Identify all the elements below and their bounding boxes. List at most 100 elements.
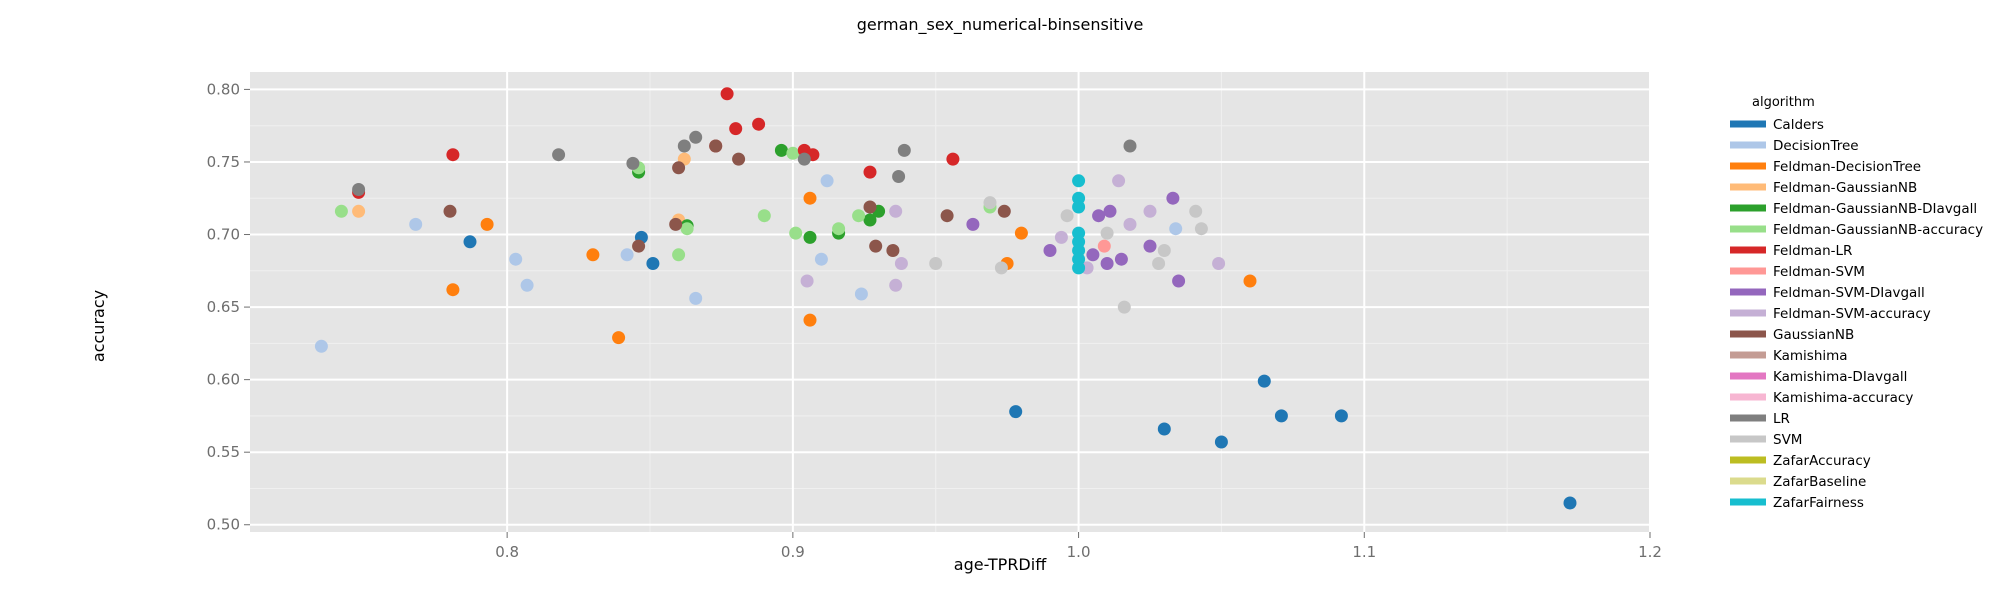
data-point xyxy=(352,204,366,218)
legend-swatch xyxy=(1730,372,1766,380)
y-tick-label: 0.60 xyxy=(207,371,240,389)
legend-label: ZafarBaseline xyxy=(1773,474,1866,490)
data-point xyxy=(1166,191,1180,205)
data-point xyxy=(897,143,911,157)
legend-label: Feldman-SVM-DIavgall xyxy=(1773,285,1925,301)
data-point xyxy=(1072,200,1086,214)
legend-label: Feldman-GaussianNB-accuracy xyxy=(1773,222,1983,238)
legend-swatch xyxy=(1730,225,1766,233)
data-points xyxy=(314,87,1577,510)
legend-label: Feldman-GaussianNB xyxy=(1773,180,1917,196)
legend-label: Feldman-GaussianNB-DIavgall xyxy=(1773,201,1977,217)
legend-label: Feldman-SVM-accuracy xyxy=(1773,306,1931,322)
data-point xyxy=(1212,257,1226,270)
data-point xyxy=(800,274,814,288)
data-point xyxy=(983,196,997,210)
data-point xyxy=(626,156,640,170)
legend-label: Feldman-LR xyxy=(1773,243,1852,259)
y-tick-label: 0.75 xyxy=(207,153,240,171)
data-point xyxy=(314,339,328,353)
legend-swatch xyxy=(1730,120,1766,128)
data-point xyxy=(1072,174,1086,188)
data-point xyxy=(632,239,646,253)
data-point xyxy=(1100,226,1114,240)
data-point xyxy=(820,174,834,188)
data-point xyxy=(863,213,877,227)
data-point xyxy=(612,331,626,345)
data-point xyxy=(446,283,460,297)
data-point xyxy=(892,170,906,183)
data-point xyxy=(1117,300,1131,314)
data-point xyxy=(669,217,683,231)
data-point xyxy=(797,152,811,166)
legend-label: ZafarAccuracy xyxy=(1773,453,1871,469)
x-tick-label: 1.2 xyxy=(1638,543,1662,561)
data-point xyxy=(720,87,734,101)
data-point xyxy=(789,226,803,240)
data-point xyxy=(929,257,943,270)
data-point xyxy=(672,161,686,175)
data-point xyxy=(869,239,883,253)
data-point xyxy=(1152,257,1166,270)
data-point xyxy=(1086,248,1100,262)
x-tick-label: 0.8 xyxy=(495,543,519,561)
legend-label: SVM xyxy=(1773,432,1802,448)
legend-swatch xyxy=(1730,183,1766,191)
data-point xyxy=(672,248,686,262)
data-point xyxy=(1043,244,1057,257)
axis-ticks: 0.8 0.9 1.0 1.1 1.2 0.50 0.55 0.60 0.65 0.70 0.75 0… xyxy=(207,80,1662,561)
x-tick-label: 1.1 xyxy=(1352,543,1376,561)
data-point xyxy=(729,122,743,136)
data-point xyxy=(1143,204,1157,218)
legend-swatch xyxy=(1730,141,1766,149)
data-point xyxy=(732,152,746,166)
data-point xyxy=(1100,257,1114,270)
data-point xyxy=(886,244,900,257)
data-point xyxy=(1257,374,1271,388)
data-point xyxy=(1143,239,1157,253)
legend-swatch xyxy=(1730,351,1766,359)
legend-swatch xyxy=(1730,498,1766,506)
legend-label: Kamishima-DIavgall xyxy=(1773,369,1907,385)
data-point xyxy=(774,143,788,157)
legend-title: algorithm xyxy=(1752,95,1815,110)
data-point xyxy=(889,204,903,218)
legend-swatch xyxy=(1730,246,1766,254)
legend-swatch xyxy=(1730,414,1766,422)
data-point xyxy=(1097,239,1111,253)
data-point xyxy=(680,222,694,236)
data-point xyxy=(863,165,877,179)
data-point xyxy=(1123,139,1137,153)
data-point xyxy=(1214,435,1228,449)
legend-label: LR xyxy=(1773,411,1790,427)
data-point xyxy=(1172,274,1186,288)
legend-swatch xyxy=(1730,288,1766,296)
data-point xyxy=(997,204,1011,218)
data-point xyxy=(889,278,903,292)
data-point xyxy=(689,130,703,144)
legend-label: Feldman-SVM xyxy=(1773,264,1865,280)
legend-swatch xyxy=(1730,267,1766,275)
data-point xyxy=(854,287,868,301)
data-point xyxy=(1563,496,1577,510)
data-point xyxy=(1103,204,1117,218)
data-point xyxy=(646,257,660,270)
y-tick-label: 0.80 xyxy=(207,80,240,98)
data-point xyxy=(752,117,766,131)
data-point xyxy=(1123,217,1137,231)
data-point xyxy=(352,183,366,196)
data-point xyxy=(940,209,954,223)
plot-background xyxy=(250,72,1650,532)
data-point xyxy=(803,191,817,205)
data-point xyxy=(620,248,634,262)
data-point xyxy=(1243,274,1257,288)
data-point xyxy=(520,278,534,292)
data-point xyxy=(1157,422,1171,436)
data-point xyxy=(1014,226,1028,240)
data-point xyxy=(443,204,457,218)
data-point xyxy=(832,222,846,236)
legend-swatch xyxy=(1730,477,1766,485)
data-point xyxy=(814,252,828,266)
data-point xyxy=(586,248,600,262)
legend-swatch xyxy=(1730,204,1766,212)
